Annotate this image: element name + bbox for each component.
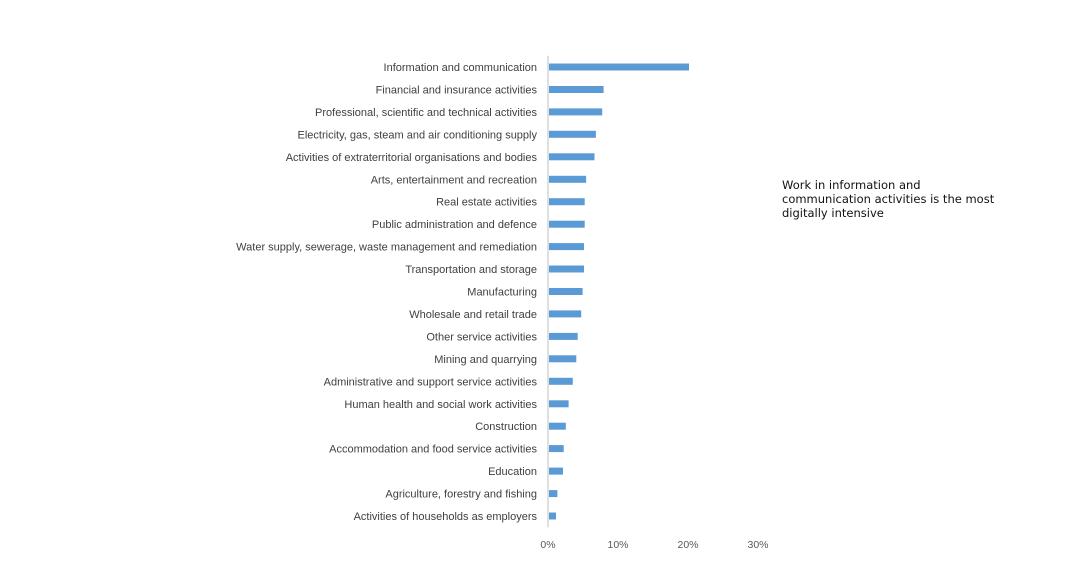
bars-group: [549, 63, 689, 520]
category-label: Construction: [475, 421, 537, 433]
x-tick-label: 30%: [747, 539, 768, 551]
bar: [549, 108, 603, 116]
bar: [549, 422, 566, 430]
bar: [549, 377, 573, 385]
category-label: Human health and social work activities: [344, 399, 537, 411]
bar: [549, 63, 689, 71]
bar: [549, 265, 584, 273]
annotation-text: Work in information and communication ac…: [782, 178, 995, 220]
category-label: Information and communication: [384, 62, 537, 74]
bar: [549, 400, 569, 408]
x-tick-label: 20%: [677, 539, 698, 551]
bar: [549, 355, 577, 363]
bar: [549, 198, 585, 206]
category-label: Mining and quarrying: [434, 354, 537, 366]
bar: [549, 175, 587, 183]
category-label: Other service activities: [426, 331, 537, 343]
bar: [549, 512, 556, 520]
category-label: Education: [488, 466, 537, 478]
bar: [549, 467, 563, 475]
bar: [549, 310, 582, 318]
bar: [549, 288, 583, 295]
category-label: Accommodation and food service activitie…: [329, 444, 537, 456]
x-tick-labels-group: 0% 10% 20% 30%: [540, 539, 768, 551]
bar: [549, 153, 595, 161]
category-label: Real estate activities: [436, 197, 537, 209]
category-label: Transportation and storage: [405, 264, 537, 276]
bar: [549, 220, 585, 228]
category-label: Agriculture, forestry and fishing: [385, 489, 537, 501]
bar: [549, 332, 578, 340]
category-label: Arts, entertainment and recreation: [371, 174, 537, 186]
category-label: Water supply, sewerage, waste management…: [236, 242, 537, 254]
bar: [549, 445, 564, 453]
category-labels-group: Information and communication Financial a…: [236, 62, 537, 523]
category-label: Financial and insurance activities: [376, 85, 538, 97]
bar: [549, 243, 584, 251]
bar: [549, 86, 604, 93]
category-label: Professional, scientific and technical a…: [315, 107, 537, 119]
category-label: Activities of households as employers: [354, 511, 538, 523]
x-tick-label: 10%: [607, 539, 628, 551]
category-label: Activities of extraterritorial organisat…: [286, 152, 538, 164]
category-label: Public administration and defence: [372, 219, 537, 231]
bar: [549, 130, 596, 138]
category-label: Administrative and support service activ…: [324, 376, 538, 388]
category-label: Manufacturing: [467, 287, 537, 299]
category-label: Wholesale and retail trade: [409, 309, 537, 321]
category-label: Electricity, gas, steam and air conditio…: [298, 129, 538, 141]
bar: [549, 490, 558, 498]
x-tick-label: 0%: [540, 539, 555, 551]
